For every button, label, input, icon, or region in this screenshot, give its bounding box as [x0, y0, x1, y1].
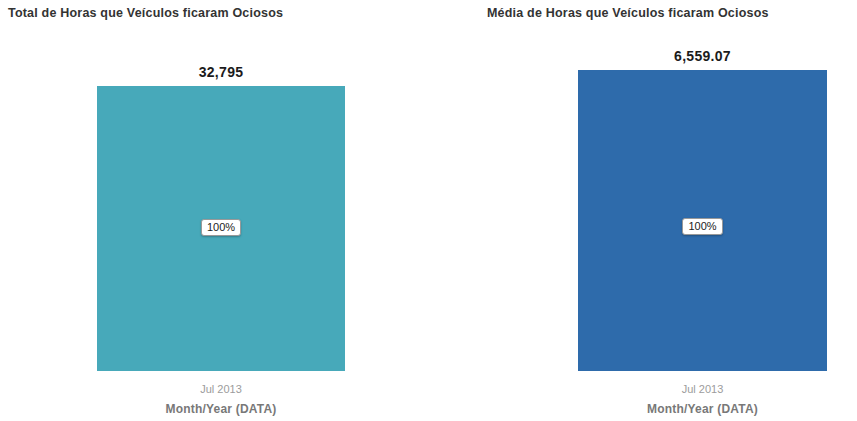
percent-badge-row-total: 100%: [97, 219, 345, 236]
x-tick-average: Jul 2013: [578, 383, 827, 395]
bar-value-label-total: 32,795: [97, 64, 345, 80]
percent-badge-average: 100%: [682, 218, 722, 235]
percent-badge-total: 100%: [201, 219, 241, 236]
x-axis-title-total: Month/Year (DATA): [97, 402, 345, 416]
chart-title-average-hours: Média de Horas que Veículos ficaram Ocio…: [487, 6, 769, 20]
x-axis-title-average: Month/Year (DATA): [578, 402, 827, 416]
idle-vehicles-dashboard: Total de Horas que Veículos ficaram Ocio…: [0, 0, 857, 421]
bar-value-label-average: 6,559.07: [578, 48, 827, 64]
percent-badge-row-average: 100%: [578, 218, 827, 235]
chart-title-total-hours: Total de Horas que Veículos ficaram Ocio…: [8, 6, 283, 20]
x-tick-total: Jul 2013: [97, 383, 345, 395]
